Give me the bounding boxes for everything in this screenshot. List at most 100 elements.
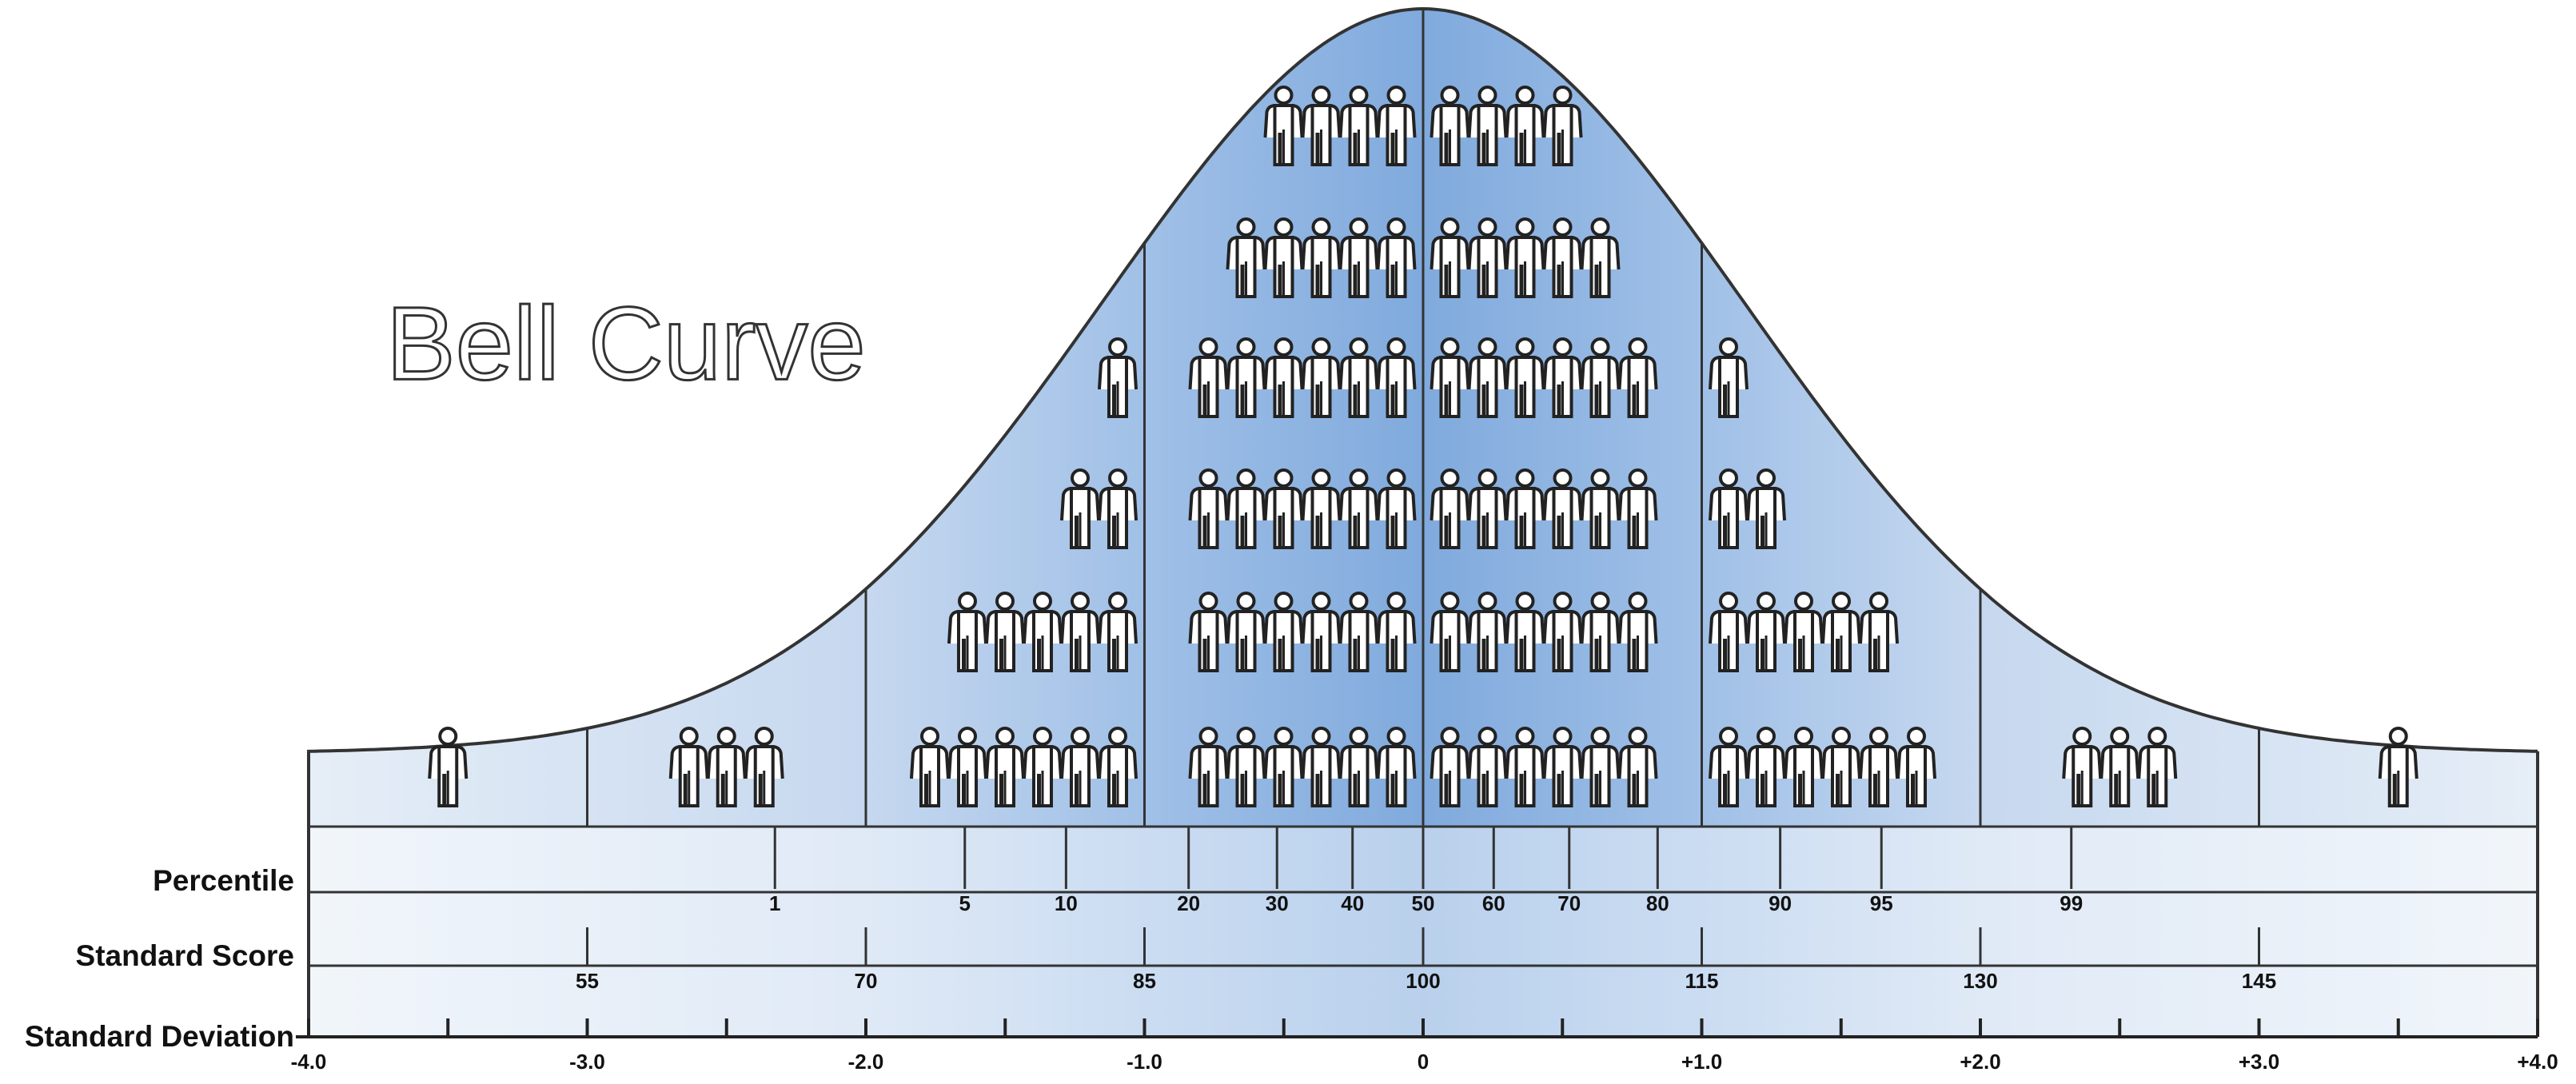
person-leg bbox=[1594, 639, 1599, 669]
person-head bbox=[1311, 337, 1331, 357]
percentile-label: 20 bbox=[1177, 891, 1200, 915]
person-head bbox=[1515, 592, 1535, 611]
person-leg bbox=[1353, 133, 1358, 163]
person-head bbox=[1311, 592, 1331, 611]
person-head bbox=[995, 727, 1015, 746]
person-leg bbox=[1557, 265, 1561, 295]
person-head bbox=[958, 592, 977, 611]
person-head bbox=[1553, 468, 1573, 488]
score-label: 130 bbox=[1963, 969, 1997, 993]
person-leg bbox=[1836, 639, 1840, 669]
person-leg bbox=[1761, 774, 1765, 804]
person-leg bbox=[2114, 774, 2119, 804]
person-leg bbox=[1315, 385, 1320, 415]
person-icon bbox=[1226, 337, 1266, 418]
person-leg bbox=[1723, 639, 1727, 669]
person-leg bbox=[1481, 133, 1486, 163]
person-icon bbox=[1338, 217, 1379, 298]
person-icon bbox=[2062, 727, 2103, 807]
person-leg bbox=[1481, 639, 1486, 669]
person-leg bbox=[1390, 639, 1395, 669]
percentile-label: 99 bbox=[2060, 891, 2083, 915]
person-icon bbox=[2137, 727, 2178, 807]
person-icon bbox=[1430, 217, 1470, 298]
person-icon bbox=[1709, 592, 1749, 672]
sd-label: -3.0 bbox=[569, 1050, 605, 1074]
person-leg bbox=[999, 639, 1003, 669]
score-label: 100 bbox=[1406, 969, 1440, 993]
person-icon bbox=[1376, 468, 1417, 549]
person-leg bbox=[1075, 516, 1079, 546]
person-head bbox=[1553, 727, 1573, 746]
person-icon bbox=[1467, 468, 1508, 549]
person-leg bbox=[1723, 774, 1727, 804]
person-head bbox=[1628, 468, 1648, 488]
person-head bbox=[1590, 468, 1610, 488]
person-leg bbox=[1632, 385, 1637, 415]
person-head bbox=[1349, 337, 1369, 357]
person-leg bbox=[1353, 774, 1358, 804]
person-icon bbox=[2099, 727, 2140, 807]
person-icon bbox=[706, 727, 747, 807]
row-label: Standard Deviation bbox=[25, 1020, 294, 1053]
person-head bbox=[1311, 727, 1331, 746]
person-head bbox=[1719, 337, 1738, 357]
person-leg bbox=[1519, 133, 1524, 163]
person-leg bbox=[1481, 516, 1486, 546]
person-head bbox=[2110, 727, 2130, 746]
person-leg bbox=[1557, 639, 1561, 669]
person-head bbox=[1477, 468, 1497, 488]
person-head bbox=[1590, 337, 1610, 357]
percentile-label: 5 bbox=[959, 891, 971, 915]
person-head bbox=[1236, 217, 1256, 237]
person-leg bbox=[1240, 265, 1245, 295]
person-icon bbox=[1580, 217, 1621, 298]
person-leg bbox=[1202, 385, 1207, 415]
person-leg bbox=[683, 774, 688, 804]
person-icon bbox=[1338, 727, 1379, 807]
person-head bbox=[1033, 592, 1052, 611]
person-icon bbox=[1505, 86, 1545, 166]
person-leg bbox=[1632, 639, 1637, 669]
person-icon bbox=[1263, 468, 1304, 549]
person-icon bbox=[1580, 592, 1621, 672]
score-label: 145 bbox=[2242, 969, 2276, 993]
person-icon bbox=[1430, 592, 1470, 672]
person-icon bbox=[1505, 727, 1545, 807]
person-leg bbox=[1278, 639, 1282, 669]
person-leg bbox=[1315, 639, 1320, 669]
person-icon bbox=[1430, 86, 1470, 166]
person-leg bbox=[1390, 133, 1395, 163]
person-head bbox=[1719, 592, 1738, 611]
person-head bbox=[920, 727, 939, 746]
person-head bbox=[1440, 592, 1460, 611]
person-head bbox=[1274, 592, 1294, 611]
percentile-label: 70 bbox=[1557, 891, 1581, 915]
sd-label: -4.0 bbox=[291, 1050, 327, 1074]
person-icon bbox=[1430, 468, 1470, 549]
person-icon bbox=[1301, 468, 1342, 549]
person-head bbox=[1198, 592, 1218, 611]
person-icon bbox=[1467, 337, 1508, 418]
person-icon bbox=[1098, 727, 1138, 807]
person-icon bbox=[1301, 592, 1342, 672]
person-head bbox=[1033, 727, 1052, 746]
person-icon bbox=[1542, 337, 1583, 418]
person-head bbox=[1832, 727, 1851, 746]
person-icon bbox=[1338, 86, 1379, 166]
person-icon bbox=[1580, 337, 1621, 418]
curve-outline bbox=[307, 6, 2538, 753]
title: Bell Curve bbox=[386, 285, 866, 401]
person-leg bbox=[1873, 774, 1877, 804]
person-leg bbox=[2076, 774, 2081, 804]
person-leg bbox=[1278, 516, 1282, 546]
person-leg bbox=[1353, 639, 1358, 669]
person-icon bbox=[1580, 468, 1621, 549]
person-head bbox=[1311, 86, 1331, 105]
person-head bbox=[1515, 727, 1535, 746]
person-icon bbox=[1060, 468, 1100, 549]
percentile-label: 30 bbox=[1266, 891, 1289, 915]
person-head bbox=[1477, 217, 1497, 237]
person-leg bbox=[1444, 385, 1449, 415]
person-icon bbox=[1896, 727, 1936, 807]
